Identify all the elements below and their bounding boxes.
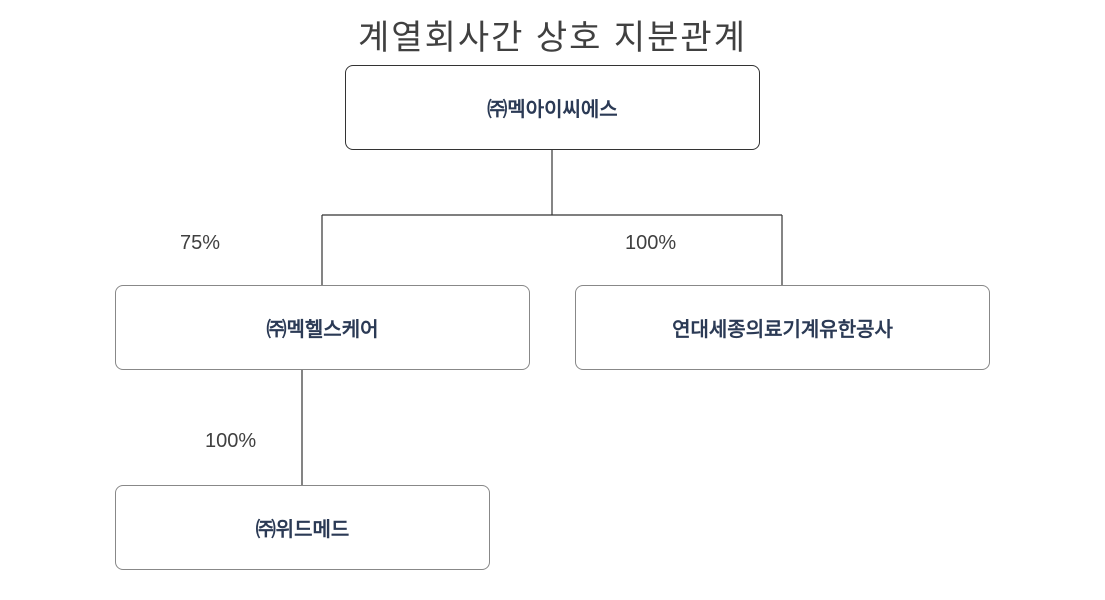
- org-node-label: ㈜멕헬스케어: [267, 313, 379, 342]
- org-node-right1: 연대세종의료기계유한공사: [575, 285, 990, 370]
- org-node-label: 연대세종의료기계유한공사: [672, 313, 893, 342]
- org-node-left1: ㈜멕헬스케어: [115, 285, 530, 370]
- edge-label-75: 75%: [180, 232, 220, 255]
- org-node-root: ㈜멕아이씨에스: [345, 65, 760, 150]
- edge-label-100b: 100%: [205, 430, 256, 453]
- diagram-title: 계열회사간 상호 지분관계: [358, 10, 747, 59]
- org-node-left2: ㈜위드메드: [115, 485, 490, 570]
- org-node-label: ㈜위드메드: [256, 513, 350, 542]
- org-node-label: ㈜멕아이씨에스: [487, 93, 617, 122]
- edge-label-100a: 100%: [625, 232, 676, 255]
